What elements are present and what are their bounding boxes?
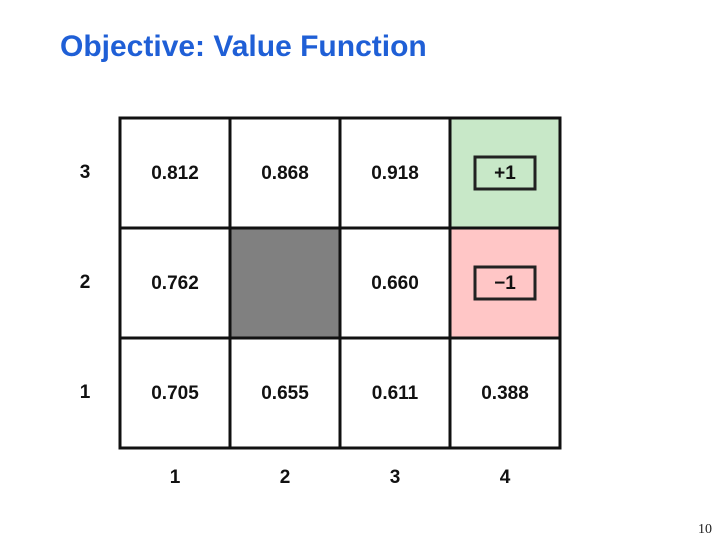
page-number: 10 xyxy=(698,522,712,537)
state-value: 0.655 xyxy=(261,383,309,404)
slide-title: Objective: Value Function xyxy=(60,30,427,63)
state-value: 0.388 xyxy=(481,383,529,404)
column-label: 2 xyxy=(280,467,291,488)
grid-cell xyxy=(118,116,232,230)
terminal-reward: +1 xyxy=(494,163,516,184)
state-value: 0.868 xyxy=(261,163,309,184)
wall-cell xyxy=(228,226,342,340)
column-label: 3 xyxy=(390,467,401,488)
grid-cell xyxy=(448,116,562,230)
terminal-reward: −1 xyxy=(494,273,516,294)
state-value: 0.762 xyxy=(151,273,199,294)
row-label: 1 xyxy=(80,382,91,403)
state-value: 0.611 xyxy=(372,383,419,404)
state-value: 0.918 xyxy=(371,163,419,184)
grid-cell xyxy=(448,336,562,450)
column-label: 1 xyxy=(170,467,181,488)
column-label: 4 xyxy=(500,467,511,488)
state-value: 0.660 xyxy=(371,273,419,294)
state-value: 0.705 xyxy=(151,383,199,404)
grid-cell xyxy=(338,336,452,450)
gridworld: 0.812 0.868 0.918 +1 0.762 0.660 −1 0.705 0.655 0… xyxy=(80,116,562,488)
state-value: 0.812 xyxy=(151,163,199,184)
grid-cell xyxy=(338,226,452,340)
row-label: 3 xyxy=(80,162,91,183)
row-label: 2 xyxy=(80,272,91,293)
grid-cell xyxy=(228,116,342,230)
grid-cell xyxy=(448,226,562,340)
terminal-box xyxy=(473,265,537,301)
terminal-box xyxy=(473,155,537,191)
